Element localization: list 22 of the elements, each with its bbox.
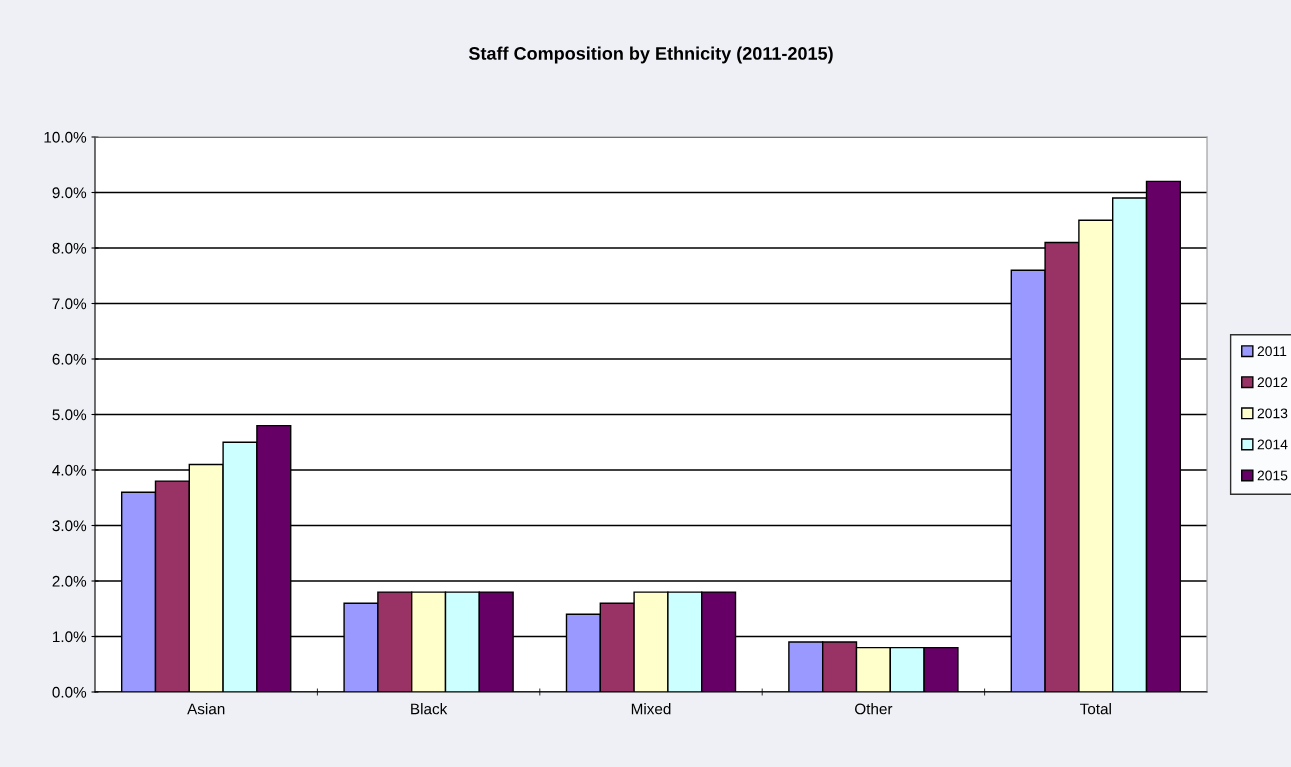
legend-label: 2014 bbox=[1257, 439, 1288, 450]
y-tick-label: 1.0% bbox=[53, 631, 87, 643]
y-tick-label: 3.0% bbox=[52, 520, 87, 532]
y-tick-label: 4.0% bbox=[52, 464, 87, 476]
y-tick-label: 0.0% bbox=[52, 686, 87, 698]
y-tick-label: 7.0% bbox=[52, 298, 87, 310]
y-tick-label: 6.0% bbox=[52, 353, 87, 365]
legend-label: 2012 bbox=[1257, 377, 1288, 388]
x-tick-label: Black bbox=[411, 703, 448, 715]
legend-label: 2011 bbox=[1257, 346, 1287, 357]
y-tick-label: 9.0% bbox=[52, 187, 87, 199]
y-tick-label: 10.0% bbox=[44, 131, 87, 143]
legend-label: 2013 bbox=[1257, 408, 1288, 419]
x-tick-label: Asian bbox=[187, 703, 225, 715]
y-tick-label: 8.0% bbox=[52, 242, 87, 254]
x-tick-label: Mixed bbox=[631, 703, 671, 715]
x-tick-label: Total bbox=[1080, 703, 1111, 715]
x-tick-label: Other bbox=[855, 703, 893, 715]
y-tick-label: 2.0% bbox=[52, 575, 87, 587]
y-tick-label: 5.0% bbox=[52, 409, 87, 421]
chart-title: Staff Composition by Ethnicity (2011-2015) bbox=[468, 46, 833, 64]
legend-label: 2015 bbox=[1257, 470, 1288, 481]
